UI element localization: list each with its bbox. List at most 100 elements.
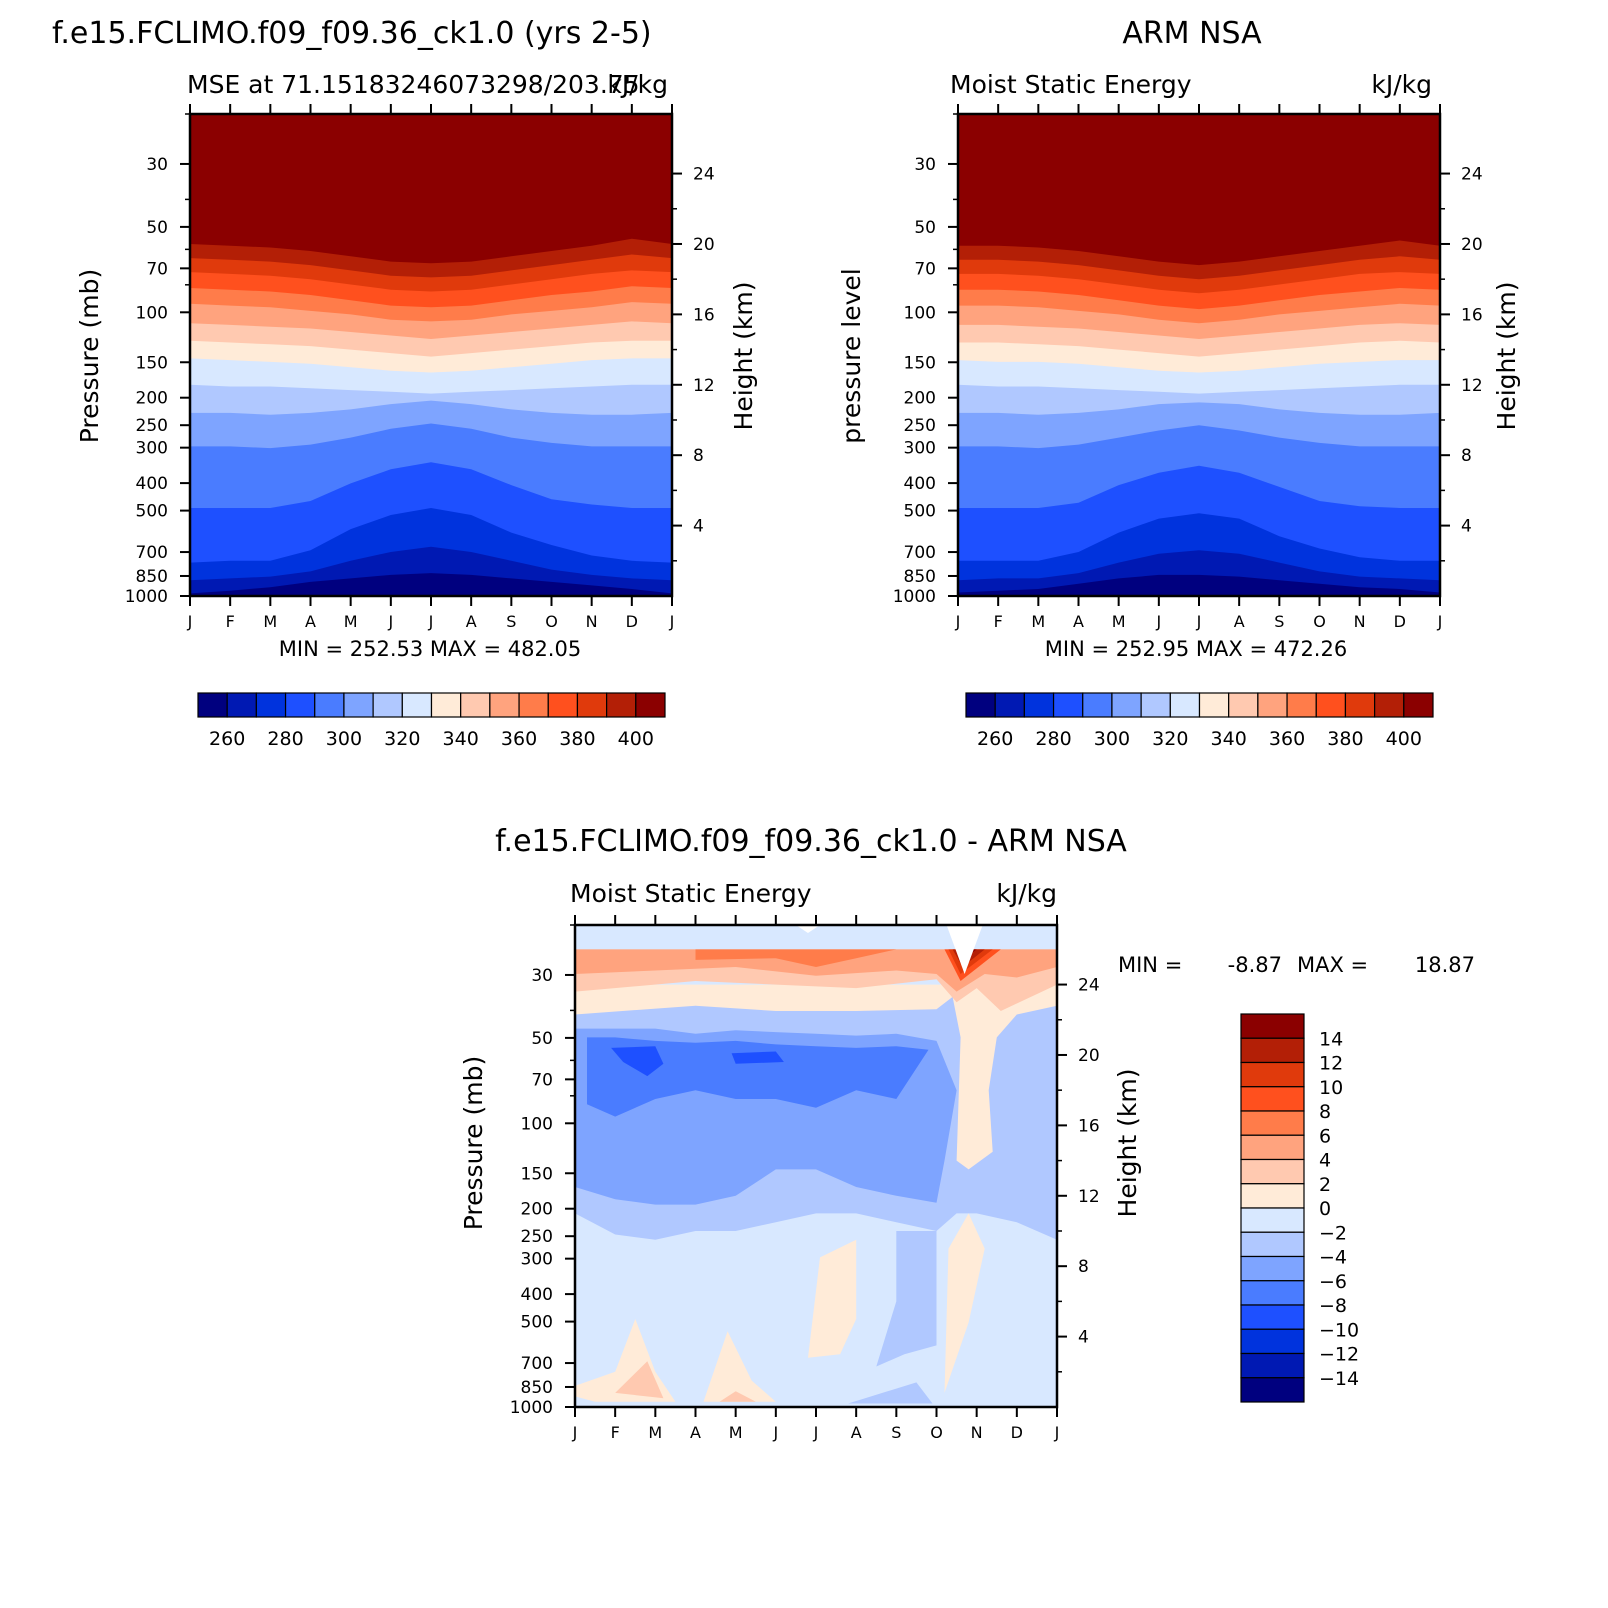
- panel-diff-stats-max-label: MAX =: [1297, 953, 1368, 977]
- contour-region: [808, 1239, 857, 1358]
- colorbar-label: 260: [209, 728, 245, 750]
- top-left-title: f.e15.FCLIMO.f09_f09.36_ck1.0 (yrs 2-5): [52, 16, 652, 51]
- x-tick-label: J: [813, 1423, 819, 1442]
- y-tick-label: 150: [904, 353, 936, 373]
- contour-region: [719, 1391, 756, 1402]
- colorbar-swatch: [1374, 692, 1405, 718]
- colorbar-label: 400: [1386, 728, 1422, 750]
- x-tick-label: S: [1274, 612, 1284, 631]
- y-tick-label: 300: [904, 439, 936, 459]
- y-tick-label: 30: [914, 155, 936, 175]
- y2-tick-label: 20: [693, 235, 715, 255]
- x-tick-label: N: [1354, 612, 1366, 631]
- contour-region: [575, 949, 1057, 992]
- y-tick-label: 1000: [510, 1398, 553, 1418]
- x-tick-label: A: [305, 612, 316, 631]
- panel-diff-y-axis-label: Pressure (mb): [459, 1056, 488, 1230]
- x-tick-label: J: [772, 1423, 778, 1442]
- y2-tick-label: 8: [693, 446, 704, 466]
- y2-tick-label: 8: [1078, 1257, 1089, 1277]
- colorbar-swatch: [1240, 1158, 1305, 1185]
- y-tick-label: 1000: [893, 587, 936, 607]
- colorbar-swatch: [372, 692, 403, 718]
- colorbar-swatch: [1344, 692, 1376, 718]
- colorbar-label: −14: [1319, 1368, 1359, 1390]
- colorbar-swatch: [547, 692, 579, 718]
- colorbar-label: 320: [1152, 728, 1188, 750]
- panel-model-subtitle-right: kJ/kg: [607, 70, 668, 99]
- colorbar-label: −4: [1319, 1247, 1347, 1269]
- colorbar-swatch: [1140, 692, 1171, 718]
- colorbar-label: 360: [1269, 728, 1305, 750]
- colorbar-swatch: [1240, 1037, 1305, 1064]
- y-tick-label: 70: [146, 259, 168, 279]
- panel-model-y-axis-label: Pressure (mb): [75, 269, 104, 443]
- panel-obs-y2-axis-label: Height (km): [1492, 282, 1521, 431]
- colorbar-swatch: [1023, 692, 1055, 718]
- colorbar-swatch: [1240, 1255, 1305, 1282]
- x-tick-label: J: [1155, 612, 1161, 631]
- y2-tick-label: 4: [693, 517, 704, 537]
- colorbar-label: −8: [1319, 1295, 1347, 1317]
- y-tick-label: 30: [146, 155, 168, 175]
- colorbar-swatch: [1315, 692, 1347, 718]
- colorbar-swatch: [1240, 1304, 1305, 1330]
- x-tick-label: O: [930, 1423, 943, 1442]
- x-tick-label: M: [1112, 612, 1126, 631]
- colorbar-swatch: [965, 692, 996, 718]
- panel-model-colorbar: 260 280 300 320 340 360 380 400: [197, 692, 666, 750]
- x-tick-label: M: [648, 1423, 662, 1442]
- panel-model-subtitle-left: MSE at 71.15183246073298/203.75: [187, 70, 640, 99]
- colorbar-swatch: [284, 692, 316, 718]
- colorbar-label: 10: [1319, 1077, 1343, 1099]
- colorbar-swatch: [518, 692, 549, 718]
- y2-tick-label: 24: [693, 165, 715, 185]
- colorbar-swatch: [1240, 1377, 1305, 1403]
- contour-region: [695, 949, 897, 967]
- colorbar-label: −10: [1319, 1319, 1359, 1341]
- y2-tick-label: 12: [1078, 1187, 1100, 1207]
- colorbar-swatch: [314, 692, 345, 718]
- colorbar-label: 380: [1327, 728, 1363, 750]
- colorbar-label: −2: [1319, 1222, 1347, 1244]
- panel-obs-subtitle-left: Moist Static Energy: [950, 70, 1192, 99]
- colorbar-swatch: [1240, 1183, 1305, 1209]
- x-tick-label: J: [1437, 612, 1443, 631]
- colorbar-label: −6: [1319, 1271, 1347, 1293]
- colorbar-swatch: [1286, 692, 1317, 718]
- y-tick-label: 500: [521, 1313, 553, 1333]
- panel-diff-stats-max-value: 18.87: [1415, 953, 1475, 977]
- x-tick-label: J: [572, 1423, 578, 1442]
- y2-tick-label: 8: [1461, 446, 1472, 466]
- x-tick-label: N: [971, 1423, 983, 1442]
- y-tick-label: 70: [531, 1070, 553, 1090]
- colorbar-swatch: [1111, 692, 1142, 718]
- x-tick-label: J: [1196, 612, 1202, 631]
- colorbar-swatch: [1240, 1086, 1305, 1112]
- top-right-title: ARM NSA: [1122, 16, 1262, 51]
- x-tick-label: M: [263, 612, 277, 631]
- colorbar-swatch: [460, 692, 491, 718]
- y-tick-label: 700: [521, 1354, 553, 1374]
- x-tick-label: M: [344, 612, 358, 631]
- y-tick-label: 1000: [125, 587, 168, 607]
- panel-diff-subtitle-left: Moist Static Energy: [570, 879, 812, 908]
- y-tick-label: 250: [521, 1227, 553, 1247]
- y-tick-label: 200: [521, 1200, 553, 1220]
- colorbar-swatch: [1240, 1061, 1305, 1088]
- x-tick-label: F: [994, 612, 1003, 631]
- colorbar-swatch: [255, 692, 287, 718]
- x-tick-label: D: [1011, 1423, 1023, 1442]
- y-tick-label: 400: [136, 474, 168, 494]
- contour-region: [944, 1213, 985, 1393]
- colorbar-label: 260: [977, 728, 1013, 750]
- x-tick-label: N: [586, 612, 598, 631]
- x-tick-label: S: [506, 612, 516, 631]
- y-tick-label: 500: [136, 502, 168, 522]
- contour-layer: [575, 925, 1057, 1407]
- y-tick-label: 100: [521, 1114, 553, 1134]
- y-tick-label: 50: [531, 1029, 553, 1049]
- y-tick-label: 100: [136, 303, 168, 323]
- x-tick-label: J: [955, 612, 961, 631]
